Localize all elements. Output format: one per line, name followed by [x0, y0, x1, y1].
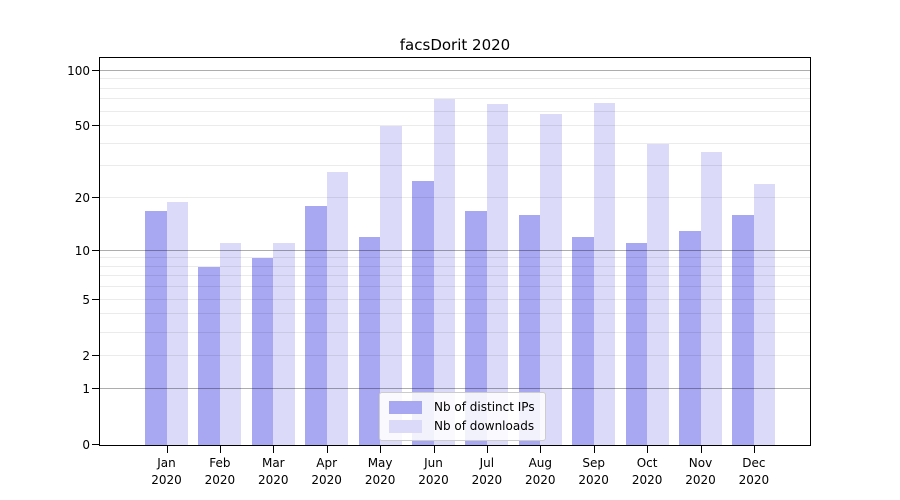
bar-distinct-ips-4 — [358, 236, 381, 445]
y-tick-mark-2 — [92, 354, 99, 356]
x-tick-label-10: Nov 2020 — [685, 456, 716, 488]
x-tick-mark-1 — [219, 446, 221, 453]
gridline-minor-40 — [100, 142, 810, 144]
bar-downloads-3 — [326, 171, 349, 445]
gridline-minor-5 — [100, 298, 810, 300]
gridline-minor-60 — [100, 110, 810, 112]
gridline-minor-2 — [100, 354, 810, 356]
legend-row-downloads: Nb of downloads — [389, 419, 535, 433]
bar-distinct-ips-3 — [305, 206, 327, 445]
x-tick-label-1: Feb 2020 — [204, 456, 236, 488]
x-tick-label-0: Jan 2020 — [151, 456, 182, 488]
y-tick-label-0: 0 — [82, 438, 90, 452]
gridline-minor-20 — [100, 197, 810, 198]
gridline-major-1 — [100, 387, 810, 389]
y-tick-label-50: 50 — [74, 119, 90, 133]
x-tick-label-6: Jul 2020 — [471, 456, 503, 488]
y-tick-label-5: 5 — [82, 292, 90, 307]
bar-distinct-ips-1 — [198, 266, 220, 445]
bar-downloads-0 — [166, 202, 188, 445]
y-tick-mark-50 — [92, 125, 99, 126]
x-tick-mark-4 — [380, 446, 382, 453]
bar-distinct-ips-11 — [732, 215, 754, 445]
bar-downloads-5 — [433, 99, 455, 445]
legend: Nb of distinct IPs Nb of downloads — [379, 392, 546, 441]
y-tick-label-10: 10 — [74, 243, 90, 258]
x-tick-mark-7 — [540, 446, 542, 453]
gridline-minor-3 — [100, 331, 810, 333]
bar-downloads-4 — [380, 126, 402, 445]
bar-downloads-11 — [753, 183, 776, 445]
gridline-minor-80 — [100, 87, 810, 89]
gridline-major-10 — [100, 249, 810, 251]
x-tick-mark-11 — [753, 446, 755, 453]
y-tick-label-1: 1 — [82, 381, 90, 396]
bar-distinct-ips-0 — [145, 210, 167, 445]
legend-swatch-distinct-ips — [389, 400, 422, 414]
gridline-minor-50 — [100, 125, 810, 126]
gridline-minor-30 — [100, 165, 810, 167]
bar-downloads-9 — [647, 143, 669, 445]
x-tick-mark-2 — [273, 446, 275, 453]
legend-row-distinct-ips: Nb of distinct IPs — [389, 400, 535, 414]
bar-distinct-ips-2 — [251, 258, 274, 445]
gridline-minor-70 — [100, 98, 810, 100]
gridline-minor-8 — [100, 265, 810, 267]
x-tick-mark-10 — [700, 446, 702, 453]
y-tick-mark-20 — [92, 197, 99, 198]
y-tick-mark-10 — [92, 249, 99, 251]
y-tick-mark-5 — [92, 298, 99, 300]
x-tick-label-4: May 2020 — [364, 456, 396, 488]
gridline-major-100 — [100, 69, 810, 71]
bar-downloads-7 — [540, 114, 562, 445]
y-tick-mark-0 — [92, 444, 99, 445]
bar-downloads-2 — [273, 243, 295, 445]
y-tick-mark-1 — [92, 387, 99, 389]
bar-distinct-ips-10 — [679, 230, 701, 445]
y-tick-mark-100 — [92, 69, 99, 71]
bar-distinct-ips-7 — [518, 215, 541, 445]
x-tick-mark-0 — [166, 446, 168, 453]
gridline-minor-6 — [100, 286, 810, 288]
x-tick-label-2: Mar 2020 — [258, 456, 289, 488]
x-tick-mark-8 — [593, 446, 595, 453]
x-tick-label-8: Sep 2020 — [578, 456, 609, 488]
x-tick-mark-5 — [433, 446, 435, 453]
x-tick-mark-3 — [326, 446, 328, 453]
bar-distinct-ips-9 — [625, 243, 648, 445]
gridline-minor-90 — [100, 78, 810, 80]
bar-downloads-8 — [593, 102, 616, 445]
y-tick-label-100: 100 — [67, 63, 90, 78]
bar-distinct-ips-8 — [572, 236, 594, 445]
legend-label-downloads: Nb of downloads — [434, 419, 535, 433]
legend-label-distinct-ips: Nb of distinct IPs — [434, 400, 535, 414]
gridline-minor-4 — [100, 313, 810, 315]
legend-swatch-downloads — [389, 419, 422, 433]
x-tick-mark-6 — [486, 446, 488, 453]
x-tick-label-3: Apr 2020 — [311, 456, 342, 488]
bar-downloads-10 — [700, 152, 722, 445]
bar-downloads-6 — [486, 103, 509, 445]
bar-distinct-ips-5 — [412, 180, 434, 445]
bar-distinct-ips-6 — [465, 210, 487, 445]
x-tick-mark-9 — [647, 446, 649, 453]
chart-title: facsDorit 2020 — [399, 36, 511, 54]
gridline-minor-7 — [100, 275, 810, 277]
bar-downloads-1 — [219, 243, 242, 445]
gridline-minor-9 — [100, 257, 810, 259]
y-tick-label-20: 20 — [74, 191, 90, 205]
x-tick-label-5: Jun 2020 — [418, 456, 449, 488]
plot-area: Nb of distinct IPs Nb of downloads 0 1 2 5 1… — [67, 57, 811, 487]
y-tick-label-2: 2 — [82, 348, 90, 363]
x-tick-label-7: Aug 2020 — [525, 456, 556, 488]
x-tick-label-9: Oct 2020 — [631, 456, 663, 488]
x-tick-label-11: Dec 2020 — [738, 456, 770, 488]
